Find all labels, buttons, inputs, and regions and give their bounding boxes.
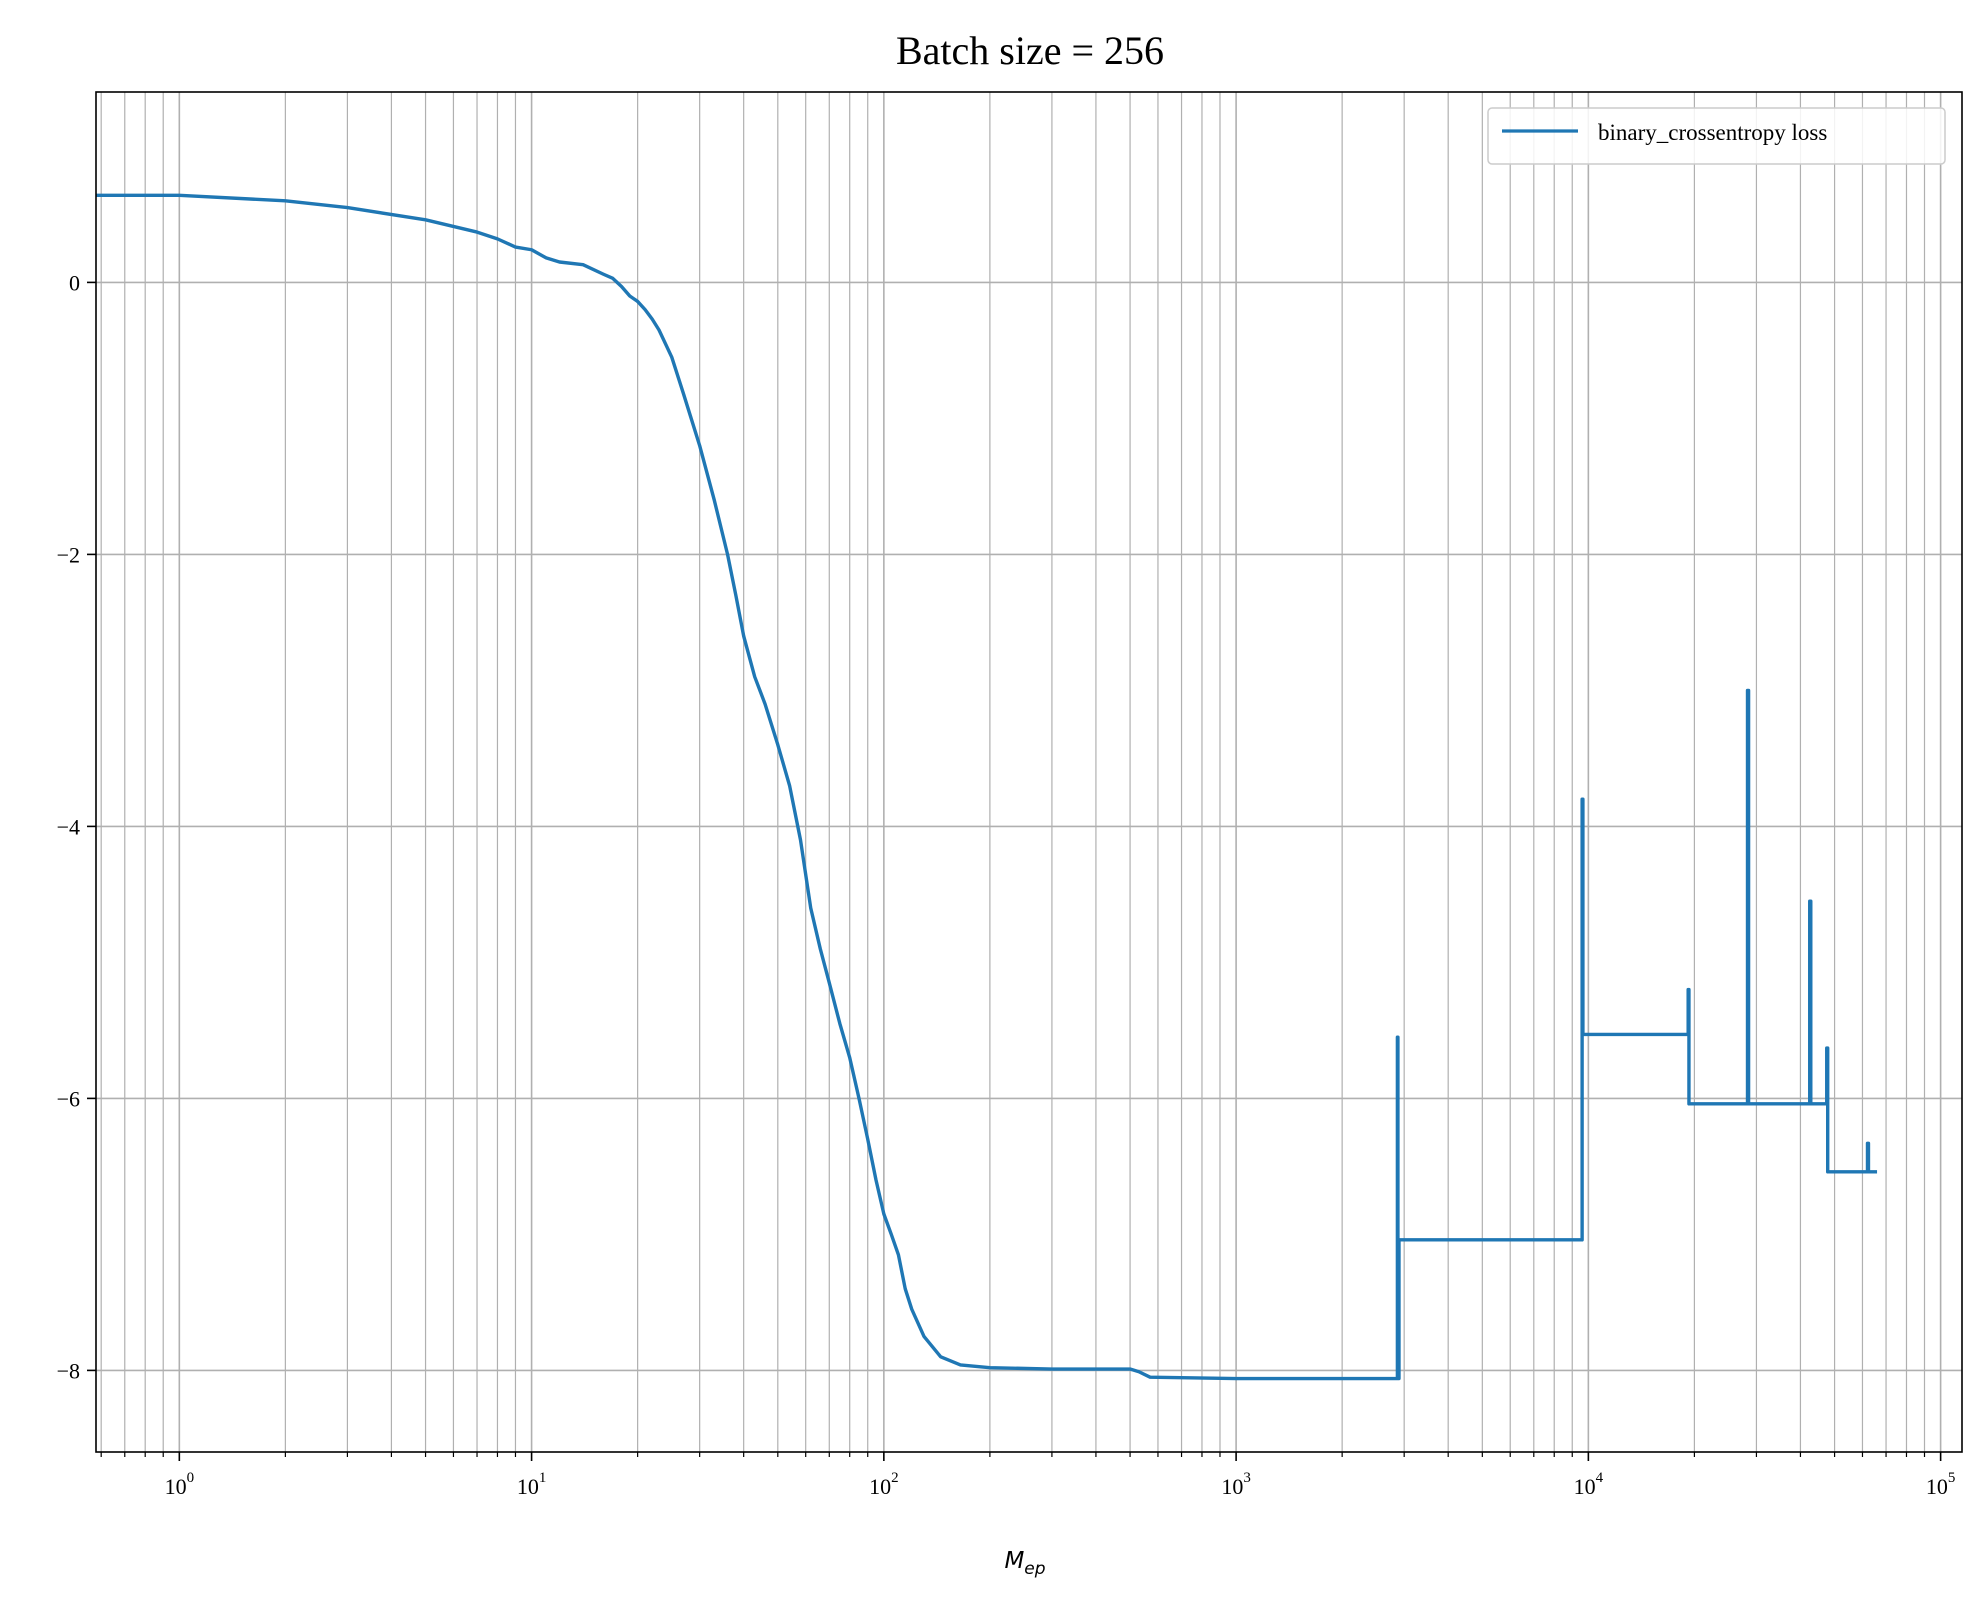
x-tick-label: 104 [1574, 1470, 1604, 1499]
x-tick-label-exponent: 3 [1243, 1470, 1251, 1486]
x-tick-label-base: 10 [1574, 1474, 1596, 1499]
x-tick-label: 101 [517, 1470, 547, 1499]
series-layer [96, 193, 1878, 1381]
y-tick-labels: 0 −2 −4 −6 −8 [57, 270, 80, 1383]
x-tick-label-exponent: 1 [539, 1470, 547, 1486]
x-tick-label: 103 [1221, 1470, 1251, 1499]
legend-box [1487, 107, 1946, 165]
x-axis-label-main: M [1004, 1548, 1024, 1574]
x-tick-label-exponent: 0 [187, 1470, 195, 1486]
legend: binary_crossentropy loss [1487, 107, 1946, 165]
x-tick-label-exponent: 2 [891, 1470, 899, 1486]
y-tick-label: 0 [69, 270, 80, 295]
x-tick-label-base: 10 [517, 1474, 539, 1499]
x-tick-label-exponent: 5 [1948, 1470, 1956, 1486]
x-tick-label-exponent: 4 [1596, 1470, 1604, 1486]
x-tick-label: 102 [869, 1470, 899, 1499]
x-tick-label-base: 10 [1221, 1474, 1243, 1499]
x-tick-label-base: 10 [165, 1474, 187, 1499]
x-axis-label: Mep [1004, 1548, 1045, 1579]
series-line-0 [96, 193, 1878, 1381]
x-tick-label: 105 [1926, 1470, 1956, 1499]
major-gridlines [96, 92, 1962, 1452]
plot-area-frame [95, 91, 1963, 1453]
legend-label-binary-crossentropy: binary_crossentropy loss [1598, 120, 1827, 145]
x-tick-labels: 100 101 102 103 104 105 [165, 1470, 1956, 1499]
x-tick-label-base: 10 [869, 1474, 891, 1499]
y-tick-label: −6 [57, 1086, 80, 1111]
axis-ticks [87, 281, 1942, 1461]
minor-gridlines [100, 92, 1926, 1452]
x-axis-label-subscript: ep [1024, 1559, 1045, 1579]
y-tick-label: −2 [57, 542, 80, 567]
y-tick-label: −4 [57, 814, 80, 839]
x-tick-label-base: 10 [1926, 1474, 1948, 1499]
y-tick-label: −8 [57, 1358, 80, 1383]
x-tick-label: 100 [165, 1470, 195, 1499]
chart-title: Batch size = 256 [896, 28, 1164, 73]
